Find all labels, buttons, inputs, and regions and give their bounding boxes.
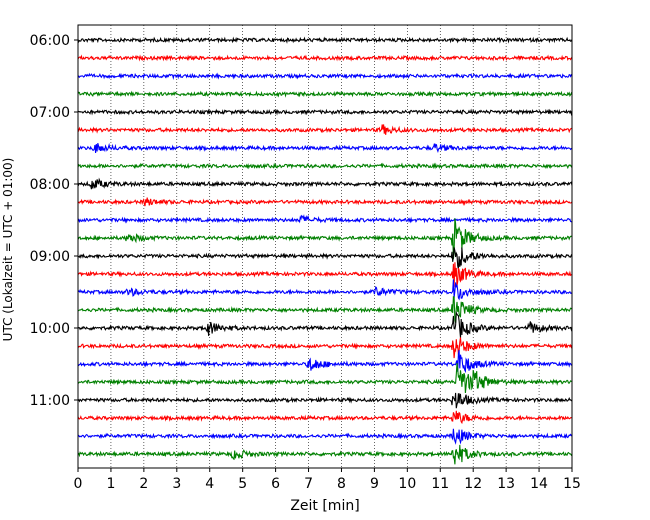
seismogram-trace	[77, 262, 573, 287]
seismogram-trace	[77, 177, 573, 190]
seismogram-trace	[77, 428, 573, 445]
x-tick-label: 3	[172, 476, 181, 492]
x-tick-label: 6	[271, 476, 280, 492]
seismogram-trace	[77, 54, 573, 62]
x-axis: 0 1 2 3 4 5 6 7 8 9 10 11 12 13 14 15	[74, 468, 581, 492]
x-tick-label: 4	[205, 476, 214, 492]
seismogram-trace	[77, 162, 573, 170]
seismogram-trace	[77, 72, 573, 80]
seismogram-trace	[77, 410, 573, 425]
x-tick-label: 0	[74, 476, 83, 492]
seismogram-trace	[77, 36, 573, 44]
y-axis: 06:00 07:00 08:00 09:00 10:00 11:00	[30, 33, 78, 409]
x-tick-label: 5	[238, 476, 247, 492]
seismogram-trace	[77, 142, 573, 154]
x-tick-label: 1	[106, 476, 115, 492]
x-axis-label: Zeit [min]	[290, 498, 359, 514]
seismogram-trace	[77, 392, 573, 409]
x-tick-label: 11	[431, 476, 449, 492]
plot-frame	[77, 24, 573, 469]
x-tick-label: 14	[530, 476, 548, 492]
seismogram-traces	[77, 36, 573, 465]
seismogram-trace	[77, 124, 573, 135]
seismogram-trace	[77, 247, 573, 270]
seismogram-trace	[77, 279, 573, 301]
x-tick-label: 7	[304, 476, 313, 492]
seismogram-trace	[77, 108, 573, 116]
seismogram-trace	[77, 444, 573, 465]
y-tick-label: 08:00	[30, 177, 70, 193]
y-axis-label: UTC (Lokalzeit = UTC + 01:00)	[1, 158, 15, 342]
seismogram-trace	[77, 214, 573, 224]
x-tick-label: 10	[398, 476, 416, 492]
x-tick-label: 13	[497, 476, 515, 492]
seismogram-trace	[77, 296, 573, 323]
seismogram-trace	[77, 218, 573, 260]
seismogram-trace	[77, 197, 573, 207]
x-tick-label: 8	[337, 476, 346, 492]
x-tick-label: 15	[563, 476, 581, 492]
seismogram-trace	[77, 337, 573, 359]
seismogram-trace	[77, 350, 572, 374]
x-tick-label: 9	[370, 476, 379, 492]
seismogram-trace	[77, 90, 573, 98]
x-tick-label: 12	[464, 476, 482, 492]
y-tick-label: 09:00	[30, 249, 70, 265]
y-tick-label: 10:00	[30, 321, 70, 337]
y-tick-label: 07:00	[30, 105, 70, 121]
seismogram-trace	[77, 363, 573, 394]
x-tick-label: 2	[139, 476, 148, 492]
seismogram-trace	[77, 310, 573, 338]
y-tick-label: 11:00	[30, 393, 70, 409]
y-tick-label: 06:00	[30, 33, 70, 49]
